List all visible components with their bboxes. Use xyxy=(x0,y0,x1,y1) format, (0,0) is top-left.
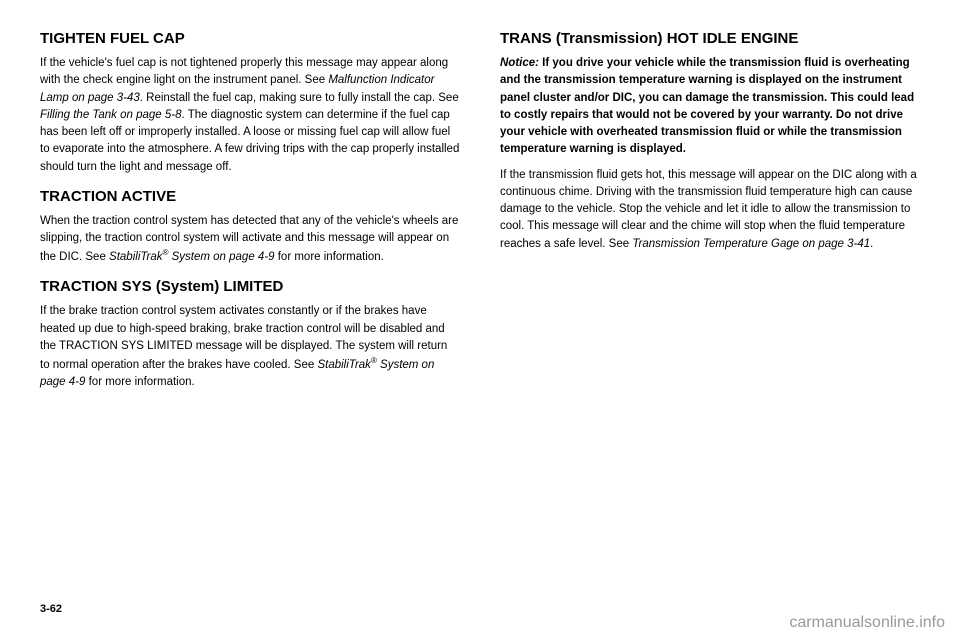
left-column: TIGHTEN FUEL CAP If the vehicle's fuel c… xyxy=(40,30,460,590)
page-content: TIGHTEN FUEL CAP If the vehicle's fuel c… xyxy=(40,30,920,590)
text-segment: . xyxy=(870,238,873,250)
para-traction-active: When the traction control system has det… xyxy=(40,213,460,267)
text-segment: for more information. xyxy=(85,376,194,388)
text-segment: . Reinstall the fuel cap, making sure to… xyxy=(140,92,459,104)
para-notice: Notice: If you drive your vehicle while … xyxy=(500,55,920,159)
text-segment: for more information. xyxy=(275,251,384,263)
heading-traction-active: TRACTION ACTIVE xyxy=(40,188,460,205)
reference-link: Transmission Temperature Gage on page 3-… xyxy=(632,238,870,250)
notice-text: If you drive your vehicle while the tran… xyxy=(500,57,914,155)
notice-label: Notice: xyxy=(500,57,539,69)
para-traction-limited: If the brake traction control system act… xyxy=(40,303,460,391)
heading-traction-sys-limited: TRACTION SYS (System) LIMITED xyxy=(40,278,460,295)
page-number: 3-62 xyxy=(40,603,62,615)
heading-trans-hot-idle: TRANS (Transmission) HOT IDLE ENGINE xyxy=(500,30,920,47)
heading-tighten-fuel-cap: TIGHTEN FUEL CAP xyxy=(40,30,460,47)
para-fuel-cap: If the vehicle's fuel cap is not tighten… xyxy=(40,55,460,176)
para-trans-hot: If the transmission fluid gets hot, this… xyxy=(500,167,920,253)
watermark: carmanualsonline.info xyxy=(789,614,945,632)
reference-link: StabiliTrak® System on page 4-9 xyxy=(109,251,275,263)
reference-link: Filling the Tank on page 5-8 xyxy=(40,109,182,121)
right-column: TRANS (Transmission) HOT IDLE ENGINE Not… xyxy=(500,30,920,590)
